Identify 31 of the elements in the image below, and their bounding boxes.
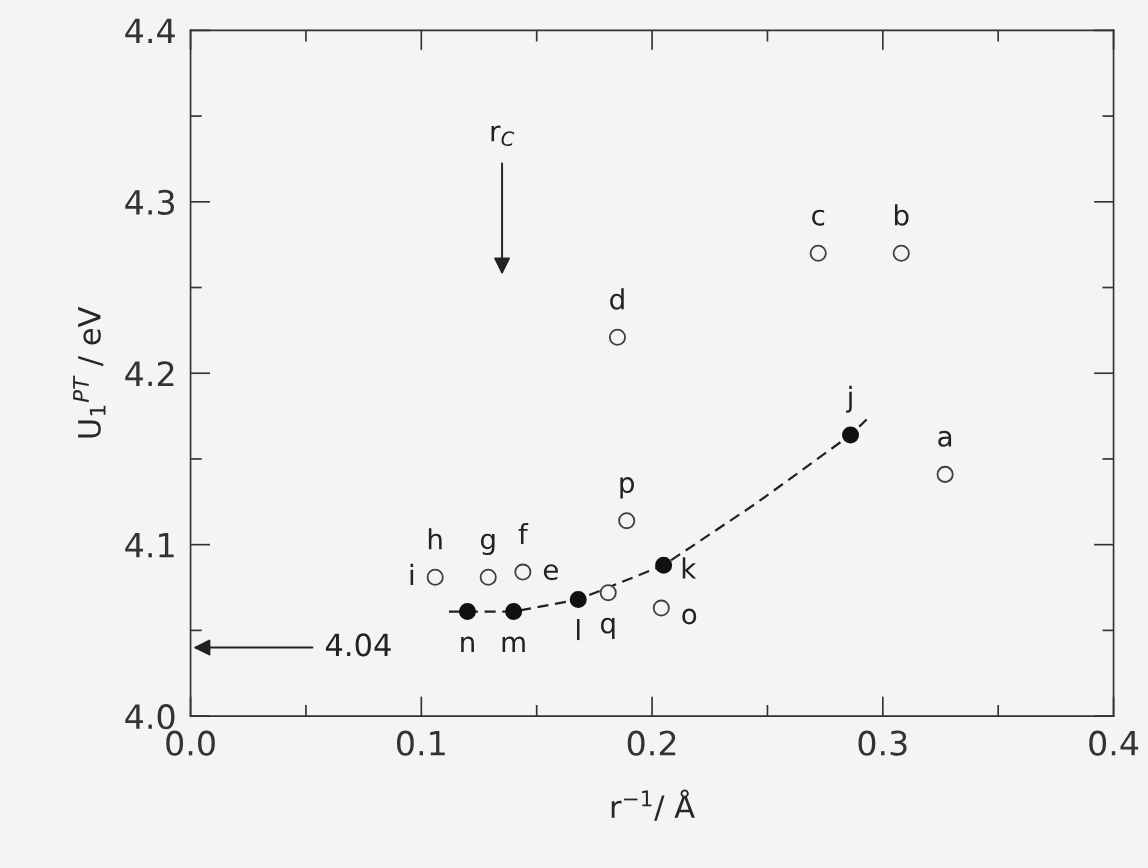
x-tick-label: 0.4 <box>1089 730 1139 756</box>
x-tick-label: 0.0 <box>166 730 215 756</box>
annotation: h <box>428 528 442 550</box>
annotation: n <box>461 636 474 653</box>
annotation: g <box>480 533 495 556</box>
y-tick-label: 4.4 <box>125 18 175 44</box>
x-axis-title: r$^{−1}$/ Å <box>611 789 695 821</box>
annotation: l <box>576 618 580 641</box>
annotation: f <box>518 522 529 545</box>
x-tick-label: 0.3 <box>858 730 907 756</box>
annotation: c <box>812 209 825 226</box>
annotation: b <box>894 204 909 226</box>
annotation: q <box>600 617 615 639</box>
y-tick-label: 4.0 <box>125 704 175 730</box>
y-tick-label: 4.2 <box>125 361 174 386</box>
annotation: j <box>846 385 852 413</box>
annotation: i <box>410 563 414 585</box>
annotation: r$_{C}$ <box>491 125 515 147</box>
y-tick-label: 4.1 <box>125 533 174 558</box>
annotation: 4.04 <box>325 633 391 657</box>
x-tick-label: 0.1 <box>397 730 445 756</box>
x-tick-label: 0.2 <box>627 730 676 756</box>
y-axis-title: U$_{1}$$^{PT}$ / eV <box>73 306 106 438</box>
annotation: m <box>502 636 525 653</box>
annotation: a <box>938 430 952 447</box>
y-tick-label: 4.3 <box>125 189 175 215</box>
annotation: e <box>543 564 558 581</box>
annotation: p <box>620 477 634 499</box>
annotation: o <box>682 608 697 625</box>
annotation: k <box>682 557 697 579</box>
annotation: d <box>610 288 624 310</box>
